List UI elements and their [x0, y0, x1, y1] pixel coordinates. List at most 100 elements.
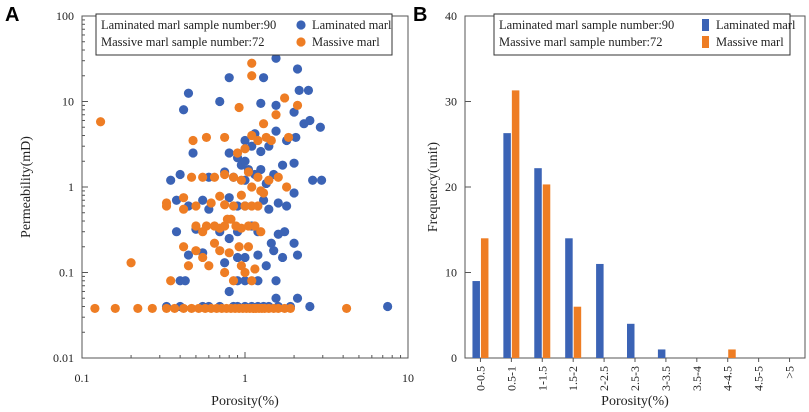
bar-laminated-5 — [627, 323, 635, 358]
scatter-point-massive — [220, 132, 230, 143]
scatter-point-laminated — [261, 261, 271, 271]
scatter-point-laminated — [264, 204, 274, 214]
y-tick-label-a: 0.1 — [59, 266, 74, 280]
scatter-point-massive — [224, 248, 234, 258]
scatter-point-massive — [282, 182, 292, 192]
scatter-point-laminated — [180, 276, 190, 286]
legend-marker-laminated-b — [702, 19, 709, 31]
scatter-point-laminated — [277, 160, 288, 170]
legend-marker-massive-a — [296, 37, 306, 47]
scatter-point-massive — [228, 201, 239, 211]
bar-massive-0 — [480, 238, 489, 358]
scatter-point-massive — [243, 242, 254, 252]
scatter-point-massive — [188, 135, 198, 146]
scatter-point-massive — [243, 221, 254, 231]
sample-count-text-b: Laminated marl sample number:90 — [499, 18, 674, 32]
scatter-point-massive — [273, 172, 283, 182]
scatter-point-massive — [247, 71, 257, 81]
scatter-point-laminated — [171, 227, 182, 237]
scatter-point-massive — [198, 252, 208, 263]
scatter-point-massive — [170, 303, 180, 314]
scatter-point-massive — [271, 110, 281, 120]
scatter-point-massive — [194, 303, 204, 314]
scatter-point-massive — [178, 204, 189, 214]
scatter-point-massive — [285, 303, 296, 314]
scatter-point-laminated — [224, 233, 234, 244]
scatter-point-massive — [253, 135, 263, 146]
x-tick-label-b: 1.5-2 — [566, 366, 580, 391]
scatter-point-laminated — [224, 73, 234, 83]
scatter-point-massive — [220, 200, 230, 210]
bar-massive-1 — [511, 90, 520, 358]
bar-laminated-6 — [657, 349, 666, 358]
scatter-point-massive — [178, 193, 189, 203]
scatter-point-laminated — [315, 122, 325, 132]
scatter-point-laminated — [171, 195, 182, 205]
scatter-point-laminated — [224, 193, 234, 203]
scatter-point-laminated — [289, 188, 299, 198]
x-tick-label-b: 3-3.5 — [659, 366, 673, 391]
scatter-point-laminated — [303, 85, 314, 95]
scatter-point-massive — [240, 201, 250, 211]
y-axis-title-a: Permeability(mD) — [19, 136, 34, 238]
scatter-point-laminated — [292, 64, 303, 74]
scatter-point-massive — [256, 227, 266, 237]
legend-marker-massive-b — [702, 36, 709, 48]
scatter-point-massive — [228, 276, 239, 286]
scatter-point-massive — [161, 198, 172, 208]
scatter-point-laminated — [282, 201, 292, 211]
scatter-point-laminated — [258, 73, 269, 83]
x-tick-label-a: 1 — [242, 371, 248, 385]
scatter-point-laminated — [383, 301, 393, 312]
scatter-point-laminated — [271, 53, 281, 63]
scatter-point-laminated — [292, 250, 303, 260]
x-tick-label-b: >5 — [783, 366, 797, 379]
scatter-point-massive — [90, 303, 100, 314]
x-tick-label-b: 0-0.5 — [473, 366, 487, 391]
scatter-point-massive — [191, 201, 201, 211]
x-tick-label-a: 0.1 — [75, 371, 90, 385]
scatter-point-massive — [178, 303, 189, 314]
bar-massive-8 — [728, 349, 736, 358]
x-tick-label-b: 2-2.5 — [597, 366, 611, 391]
scatter-point-laminated — [232, 252, 243, 263]
scatter-point-laminated — [256, 98, 266, 109]
scatter-point-laminated — [308, 175, 318, 185]
x-tick-label-b: 4-4.5 — [721, 366, 735, 391]
scatter-point-laminated — [198, 195, 208, 205]
scatter-point-massive — [341, 303, 352, 314]
scatter-point-laminated — [289, 158, 299, 168]
scatter-point-laminated — [269, 246, 279, 256]
x-tick-label-b: 3.5-4 — [690, 366, 704, 391]
scatter-point-massive — [243, 167, 254, 177]
y-axis-title-b: Frequency(unit) — [426, 142, 441, 233]
scatter-point-massive — [258, 188, 269, 198]
scatter-point-massive — [236, 261, 246, 271]
y-tick-label-a: 10 — [62, 95, 74, 109]
scatter-point-massive — [126, 258, 136, 268]
scatter-point-massive — [247, 130, 257, 141]
bar-laminated-2 — [534, 168, 542, 358]
scatter-point-massive — [220, 169, 230, 180]
scatter-point-laminated — [316, 175, 327, 185]
scatter-point-massive — [234, 242, 244, 252]
y-tick-label-b: 10 — [445, 266, 457, 280]
scatter-point-massive — [186, 303, 197, 314]
scatter-point-laminated — [240, 252, 250, 263]
panel-b: B 0 10 20 30 40 0-0.5 0.5-1 1-1.5 1.5-2 2-2.5 2.5-3… — [413, 4, 806, 409]
sample-count-text-a: Massive marl sample number:72 — [101, 35, 265, 49]
scatter-point-laminated — [256, 146, 266, 157]
y-tick-label-b: 0 — [451, 351, 457, 365]
y-tick-label-b: 20 — [445, 180, 457, 194]
scatter-point-massive — [222, 214, 233, 224]
scatter-point-massive — [147, 303, 157, 314]
scatter-point-massive — [264, 175, 274, 185]
legend-label-laminated-b: Laminated marl — [716, 18, 796, 32]
y-tick-label-a: 0.01 — [53, 351, 74, 365]
x-tick-label-b: 2.5-3 — [628, 366, 642, 391]
legend-marker-laminated-a — [296, 20, 306, 30]
sample-count-text-a: Laminated marl sample number:90 — [101, 18, 276, 32]
scatter-point-massive — [232, 148, 243, 158]
scatter-point-massive — [215, 191, 225, 201]
scatter-point-massive — [258, 119, 269, 129]
